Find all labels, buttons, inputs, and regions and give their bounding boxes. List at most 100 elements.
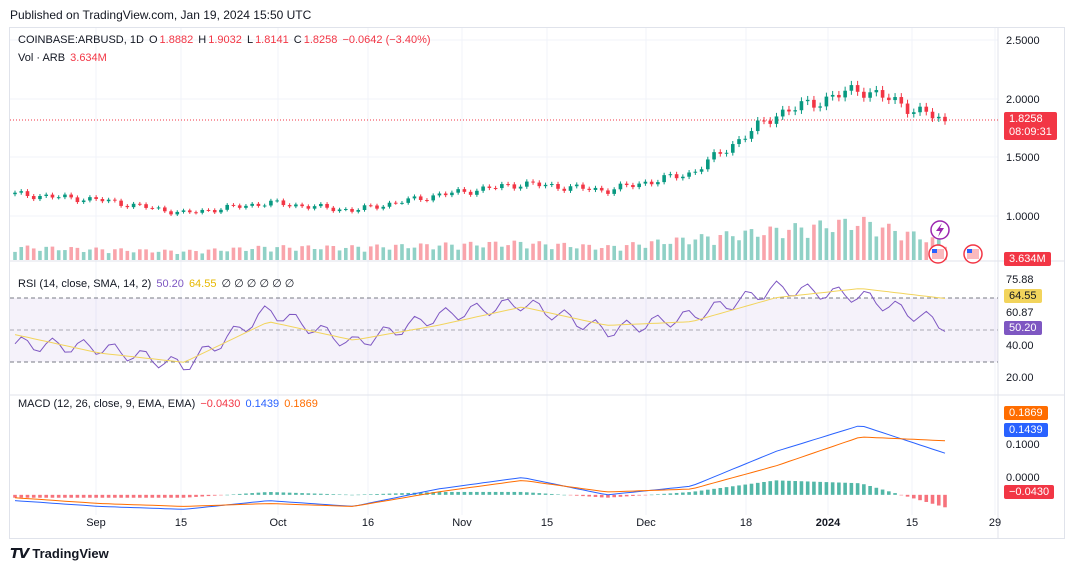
volume-bar — [755, 236, 760, 260]
volume-bar — [493, 241, 498, 260]
macd-axis[interactable]: 0.1000 0.0000 — [1006, 439, 1040, 484]
time-tick-label: Oct — [269, 517, 286, 529]
macd-hist-bar — [780, 480, 785, 495]
macd-hist-bar — [387, 493, 392, 495]
volume-bar — [649, 241, 654, 260]
candle-body — [518, 186, 523, 189]
volume-bar — [525, 248, 529, 260]
volume-bar — [231, 247, 236, 260]
volume-legend[interactable]: Vol · ARB 3.634M — [18, 52, 109, 64]
macd-hist-bar — [862, 484, 866, 495]
macd-hist-bar — [368, 494, 373, 495]
rsi-legend[interactable]: RSI (14, close, SMA, 14, 2) 50.20 64.55 … — [18, 277, 296, 290]
volume-bar — [818, 220, 822, 260]
volume-bar — [855, 225, 860, 260]
candle-body — [531, 181, 535, 183]
macd-hist-bar — [656, 494, 660, 495]
us-flag-icon[interactable] — [963, 244, 983, 264]
candle-body — [562, 188, 567, 191]
volume-bar — [250, 249, 254, 260]
macd-hist-bar — [868, 486, 872, 495]
rsi-axis[interactable]: 75.88 60.87 40.00 20.00 — [1006, 274, 1034, 384]
footer-brand[interactable]: 𝙏𝙑 TradingView — [10, 545, 109, 562]
macd-hist-bar — [712, 488, 716, 495]
macd-hist-bar — [768, 481, 773, 495]
candle-body — [787, 109, 791, 112]
macd-hist-bar — [194, 494, 198, 497]
volume-bar — [162, 249, 167, 260]
volume-bar — [730, 236, 735, 260]
price-axis[interactable]: 2.5000 2.0000 1.5000 1.0000 — [1006, 35, 1040, 223]
candle-body — [362, 205, 367, 210]
candle-body — [830, 94, 835, 97]
volume-bar — [244, 250, 248, 260]
volume-bar — [531, 243, 535, 260]
macd-hist-bar — [574, 494, 579, 496]
macd-hist-bar — [755, 482, 760, 495]
volume-bar — [699, 234, 704, 260]
candle-body — [393, 202, 398, 204]
us-flag-icon[interactable] — [928, 244, 948, 264]
candle-body — [500, 184, 504, 189]
volume-bar — [793, 223, 798, 260]
last-price-label: 1.8258 08:09:31 — [1004, 112, 1057, 140]
volume-bar — [219, 250, 223, 260]
volume-bar — [393, 244, 398, 260]
time-axis[interactable]: Sep 15 Oct 16 Nov 15 Dec 18 2024 15 29 — [86, 517, 1001, 529]
candle-body — [737, 139, 741, 145]
candle-body — [269, 200, 273, 206]
candle-body — [637, 183, 641, 188]
candle-body — [337, 209, 342, 212]
volume-bar — [843, 218, 847, 260]
candle-body — [699, 169, 704, 172]
macd-hist-bar — [749, 483, 754, 495]
candle-body — [212, 210, 217, 213]
macd-hist-bar — [724, 487, 729, 495]
macd-hist-bar — [674, 492, 679, 495]
volume-bar — [862, 216, 866, 260]
candle-body — [206, 209, 211, 211]
candle-body — [38, 195, 42, 200]
volume-bars — [13, 216, 947, 260]
candle-body — [818, 106, 822, 108]
macd-hist-bar — [144, 494, 148, 498]
macd-hist-bar — [437, 491, 442, 495]
candle-body — [537, 182, 542, 187]
macd-signal-price-label: 0.1869 — [1004, 406, 1048, 420]
candle-body — [119, 200, 123, 206]
macd-hist-bar — [637, 494, 641, 496]
candle-body — [425, 200, 429, 202]
volume-bar — [799, 227, 804, 260]
chart-frame[interactable]: 2.5000 2.0000 1.5000 1.0000 75.88 60.87 40.00… — [9, 27, 1065, 539]
symbol-label[interactable]: COINBASE:ARBUSD, 1D — [18, 34, 144, 46]
macd-hist-bar — [905, 494, 910, 497]
candle-body — [543, 184, 548, 187]
lightning-icon[interactable] — [930, 220, 950, 240]
macd-hist-bar — [69, 494, 73, 498]
macd-label: MACD (12, 26, close, 9, EMA, EMA) — [18, 398, 196, 410]
macd-signal-value: 0.1869 — [284, 398, 318, 410]
candle-body — [144, 204, 148, 208]
macd-hist-bar — [237, 493, 242, 495]
candle-body — [81, 200, 86, 203]
macd-hist-bar — [706, 489, 710, 495]
volume-bar — [624, 245, 629, 260]
candle-body — [581, 184, 585, 189]
volume-bar — [506, 245, 510, 260]
candle-body — [200, 209, 205, 213]
volume-bar — [375, 244, 379, 260]
volume-bar — [206, 249, 211, 260]
macd-legend[interactable]: MACD (12, 26, close, 9, EMA, EMA) −0.043… — [18, 398, 320, 410]
macd-hist-bar — [287, 492, 292, 495]
volume-bar — [431, 249, 435, 260]
volume-price-label: 3.634M — [1004, 252, 1051, 266]
chart-svg[interactable]: 2.5000 2.0000 1.5000 1.0000 75.88 60.87 40.00… — [10, 28, 1064, 538]
ohlc-legend[interactable]: COINBASE:ARBUSD, 1D O 1.8882 H 1.9032 L 1.8… — [18, 34, 433, 46]
volume-bar — [225, 251, 230, 260]
rsi-tick-label: 75.88 — [1006, 274, 1034, 286]
volume-bar — [56, 250, 61, 260]
price-tick-label: 2.0000 — [1006, 94, 1040, 106]
candle-body — [312, 206, 317, 209]
volume-bar — [574, 248, 579, 260]
candle-body — [905, 103, 910, 114]
